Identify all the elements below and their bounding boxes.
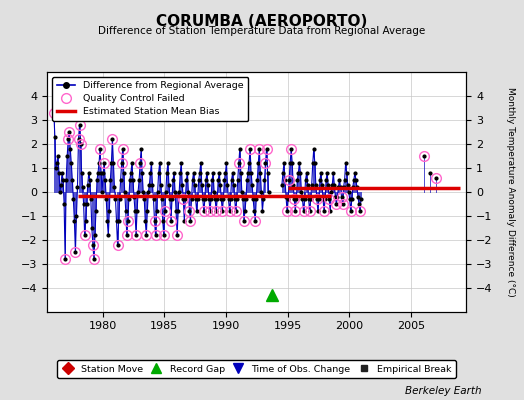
Y-axis label: Monthly Temperature Anomaly Difference (°C): Monthly Temperature Anomaly Difference (…: [507, 87, 516, 297]
Text: CORUMBA (AEROPORTO): CORUMBA (AEROPORTO): [156, 14, 368, 29]
Text: Berkeley Earth: Berkeley Earth: [406, 386, 482, 396]
Legend: Station Move, Record Gap, Time of Obs. Change, Empirical Break: Station Move, Record Gap, Time of Obs. C…: [58, 360, 456, 378]
Text: Difference of Station Temperature Data from Regional Average: Difference of Station Temperature Data f…: [99, 26, 425, 36]
